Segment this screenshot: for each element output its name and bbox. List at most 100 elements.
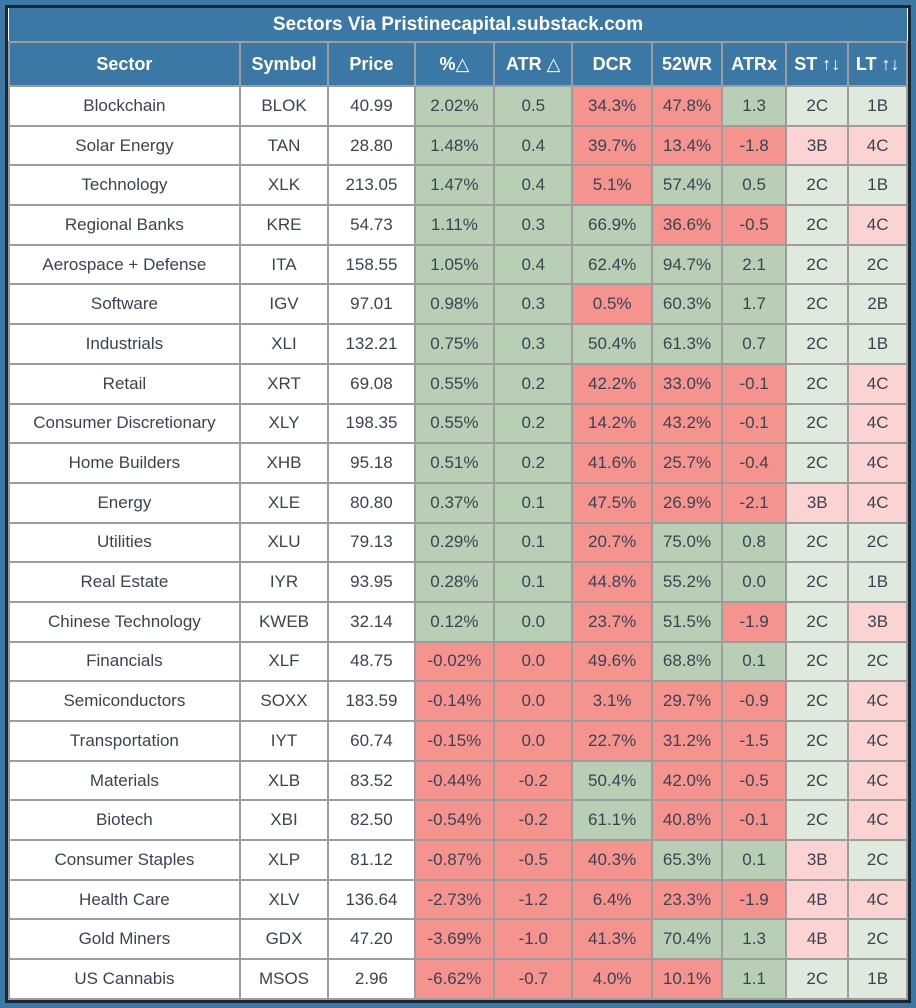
52wr-cell: 10.1% bbox=[650, 958, 724, 1000]
dcr-cell: 66.9% bbox=[571, 204, 653, 246]
column-header-atr-change: ATR △ bbox=[493, 41, 574, 87]
column-header-52wr: 52WR bbox=[650, 41, 724, 87]
lt-rating-cell: 1B bbox=[847, 561, 908, 603]
price-cell: 2.96 bbox=[327, 958, 416, 1000]
52wr-cell: 26.9% bbox=[650, 481, 724, 524]
table-row: Energy XLE 80.80 0.37% 0.1 47.5% 26.9% -2.1 3B 4C bbox=[8, 481, 908, 524]
price-cell: 93.95 bbox=[327, 561, 416, 603]
table-row: Consumer Discretionary XLY 198.35 0.55% 0.2 1… bbox=[8, 402, 908, 445]
52wr-cell: 57.4% bbox=[650, 164, 724, 207]
atrx-cell: -0.4 bbox=[721, 442, 788, 484]
sector-cell: Health Care bbox=[8, 878, 241, 921]
lt-rating-cell: 2C bbox=[847, 243, 908, 286]
dcr-cell: 20.7% bbox=[571, 521, 653, 564]
symbol-cell: XLP bbox=[238, 839, 330, 881]
table-row: Chinese Technology KWEB 32.14 0.12% 0.0 23.7%… bbox=[8, 600, 908, 643]
st-rating-cell: 2C bbox=[785, 402, 850, 445]
sector-cell: Solar Energy bbox=[8, 124, 241, 167]
table-row: Transportation IYT 60.74 -0.15% 0.0 22.7% 31.2… bbox=[8, 720, 908, 762]
pct-change-cell: -0.02% bbox=[413, 640, 496, 683]
lt-rating-cell: 3B bbox=[847, 600, 908, 643]
atr-change-cell: 0.3 bbox=[493, 283, 574, 326]
sector-cell: Utilities bbox=[8, 521, 241, 564]
table-row: Technology XLK 213.05 1.47% 0.4 5.1% 57.4% 0.5 2… bbox=[8, 164, 908, 207]
table-row: Real Estate IYR 93.95 0.28% 0.1 44.8% 55.2% 0.0… bbox=[8, 561, 908, 603]
atr-change-cell: 0.0 bbox=[493, 680, 574, 722]
pct-change-cell: -6.62% bbox=[413, 958, 496, 1000]
pct-change-cell: 0.29% bbox=[413, 521, 496, 564]
sectors-table: Sectors Via Pristinecapital.substack.com… bbox=[8, 8, 908, 1000]
st-rating-cell: 2C bbox=[785, 600, 850, 643]
sector-cell: Technology bbox=[8, 164, 241, 207]
52wr-cell: 33.0% bbox=[650, 362, 724, 405]
price-cell: 136.64 bbox=[327, 878, 416, 921]
atrx-cell: -0.1 bbox=[721, 402, 788, 445]
pct-change-cell: -0.54% bbox=[413, 799, 496, 842]
atrx-cell: 1.3 bbox=[721, 918, 788, 961]
52wr-cell: 47.8% bbox=[650, 85, 724, 127]
pct-change-cell: 1.11% bbox=[413, 204, 496, 246]
dcr-cell: 14.2% bbox=[571, 402, 653, 445]
dcr-cell: 34.3% bbox=[571, 85, 653, 127]
st-rating-cell: 2C bbox=[785, 521, 850, 564]
dcr-cell: 39.7% bbox=[571, 124, 653, 167]
dcr-cell: 4.0% bbox=[571, 958, 653, 1000]
column-header-pct-change: %△ bbox=[413, 41, 496, 87]
pct-change-cell: -3.69% bbox=[413, 918, 496, 961]
sector-cell: Aerospace + Defense bbox=[8, 243, 241, 286]
sector-cell: Biotech bbox=[8, 799, 241, 842]
price-cell: 54.73 bbox=[327, 204, 416, 246]
table-row: Utilities XLU 79.13 0.29% 0.1 20.7% 75.0% 0.8 2C… bbox=[8, 521, 908, 564]
symbol-cell: IYR bbox=[238, 561, 330, 603]
st-rating-cell: 2C bbox=[785, 799, 850, 842]
52wr-cell: 51.5% bbox=[650, 600, 724, 643]
dcr-cell: 61.1% bbox=[571, 799, 653, 842]
symbol-cell: XLF bbox=[238, 640, 330, 683]
title-bar: Sectors Via Pristinecapital.substack.com bbox=[9, 8, 907, 43]
atrx-cell: -1.9 bbox=[721, 600, 788, 643]
dcr-cell: 42.2% bbox=[571, 362, 653, 405]
lt-rating-cell: 4C bbox=[847, 878, 908, 921]
st-rating-cell: 2C bbox=[785, 243, 850, 286]
st-rating-cell: 2C bbox=[785, 640, 850, 683]
table-row: Semiconductors SOXX 183.59 -0.14% 0.0 3.1% 29.… bbox=[8, 680, 908, 722]
price-cell: 183.59 bbox=[327, 680, 416, 722]
lt-rating-cell: 1B bbox=[847, 85, 908, 127]
table-row: Industrials XLI 132.21 0.75% 0.3 50.4% 61.3% 0.… bbox=[8, 323, 908, 365]
price-cell: 48.75 bbox=[327, 640, 416, 683]
sector-cell: Materials bbox=[8, 759, 241, 802]
st-rating-cell: 2C bbox=[785, 958, 850, 1000]
st-rating-cell: 3B bbox=[785, 481, 850, 524]
symbol-cell: IGV bbox=[238, 283, 330, 326]
lt-rating-cell: 1B bbox=[847, 164, 908, 207]
price-cell: 95.18 bbox=[327, 442, 416, 484]
atrx-cell: -1.5 bbox=[721, 720, 788, 762]
52wr-cell: 75.0% bbox=[650, 521, 724, 564]
pct-change-cell: -0.87% bbox=[413, 839, 496, 881]
column-header-price: Price bbox=[327, 41, 416, 87]
price-cell: 80.80 bbox=[327, 481, 416, 524]
atrx-cell: 0.5 bbox=[721, 164, 788, 207]
price-cell: 97.01 bbox=[327, 283, 416, 326]
table-body: Blockchain BLOK 40.99 2.02% 0.5 34.3% 47.8% 1.3… bbox=[8, 85, 908, 1000]
column-header-st-sort[interactable]: ST ↑↓ bbox=[785, 41, 850, 87]
atr-change-cell: 0.4 bbox=[493, 243, 574, 286]
st-rating-cell: 2C bbox=[785, 283, 850, 326]
atr-change-cell: 0.3 bbox=[493, 204, 574, 246]
table-row: Retail XRT 69.08 0.55% 0.2 42.2% 33.0% -0.1 2C 4C bbox=[8, 362, 908, 405]
atr-change-cell: 0.1 bbox=[493, 521, 574, 564]
symbol-cell: XLE bbox=[238, 481, 330, 524]
lt-rating-cell: 2C bbox=[847, 640, 908, 683]
52wr-cell: 55.2% bbox=[650, 561, 724, 603]
atr-change-cell: 0.1 bbox=[493, 481, 574, 524]
atrx-cell: 0.7 bbox=[721, 323, 788, 365]
column-header-lt-sort[interactable]: LT ↑↓ bbox=[847, 41, 908, 87]
atr-change-cell: 0.3 bbox=[493, 323, 574, 365]
st-rating-cell: 2C bbox=[785, 85, 850, 127]
atrx-cell: 0.0 bbox=[721, 561, 788, 603]
price-cell: 40.99 bbox=[327, 85, 416, 127]
table-row: Financials XLF 48.75 -0.02% 0.0 49.6% 68.8% 0.1… bbox=[8, 640, 908, 683]
symbol-cell: TAN bbox=[238, 124, 330, 167]
atr-change-cell: 0.0 bbox=[493, 720, 574, 762]
